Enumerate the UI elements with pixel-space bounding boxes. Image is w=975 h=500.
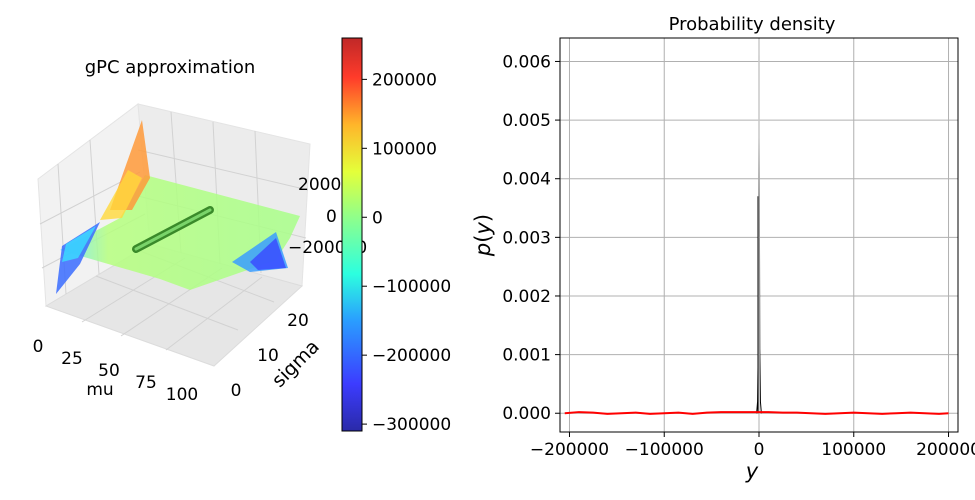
colorbar-tick-label: −300000 <box>372 415 451 435</box>
density-plot: Probability density −200000 −100000 0 10000… <box>471 14 975 483</box>
samples-line-highlight <box>134 208 212 251</box>
colorbar-gradient <box>341 37 363 432</box>
mu-tick-25: 25 <box>61 349 83 369</box>
density-x-tick-label: 200000 <box>916 440 975 460</box>
density-series-red <box>564 411 949 415</box>
sigma-tick-0: 0 <box>231 381 242 401</box>
surface <box>56 120 300 294</box>
surface-low-left-mid <box>62 226 96 262</box>
density-y-axis-label: p(y) <box>471 214 495 257</box>
mu-tick-0: 0 <box>33 337 44 357</box>
density-y-ticks: 0.000 0.001 0.002 0.003 0.004 0.005 0.006 <box>502 52 560 424</box>
mu-axis: 0 25 50 75 100 mu <box>33 337 199 405</box>
mu-axis-label: mu <box>86 380 113 400</box>
density-y-tick-label: 0.004 <box>502 170 551 190</box>
colorbar-tick-label: −100000 <box>372 277 451 297</box>
density-plot-title: Probability density <box>669 14 836 35</box>
colorbar-tick-label: −200000 <box>372 346 451 366</box>
density-y-tick-label: 0.002 <box>502 287 551 307</box>
density-y-tick-label: 0.006 <box>502 52 551 72</box>
density-x-tick-label: 0 <box>754 440 765 460</box>
colorbar-tick-label: 0 <box>372 208 383 228</box>
density-x-tick-label: −100000 <box>625 440 704 460</box>
mu-tick-75: 75 <box>135 373 157 393</box>
sigma-tick-10: 10 <box>257 346 279 366</box>
surface-plot-title: gPC approximation <box>85 57 256 78</box>
density-x-tick-label: −200000 <box>530 440 609 460</box>
density-x-axis-label: y <box>745 459 759 483</box>
mu-tick-100: 100 <box>166 385 198 405</box>
surface-peak-mid <box>100 170 142 220</box>
surface-plot: gPC approximation <box>33 57 368 405</box>
sigma-tick-20: 20 <box>287 311 309 331</box>
density-y-tick-label: 0.001 <box>502 346 551 366</box>
z-tick-0: 0 <box>326 207 337 227</box>
density-y-tick-label: 0.003 <box>502 228 551 248</box>
density-y-tick-label: 0.005 <box>502 111 551 131</box>
colorbar: 200000 100000 0 −100000 −200000 −300000 <box>341 37 451 435</box>
mu-tick-50: 50 <box>98 361 120 381</box>
colorbar-tick-label: 200000 <box>372 70 437 90</box>
colorbar-tick-label: 100000 <box>372 139 437 159</box>
density-x-tick-label: 100000 <box>821 440 886 460</box>
density-series <box>564 55 949 415</box>
density-x-ticks: −200000 −100000 0 100000 200000 <box>530 432 975 460</box>
density-y-tick-label: 0.000 <box>502 404 551 424</box>
colorbar-ticks: 200000 100000 0 −100000 −200000 −300000 <box>362 70 451 435</box>
surface-low-right-dark <box>250 238 286 270</box>
